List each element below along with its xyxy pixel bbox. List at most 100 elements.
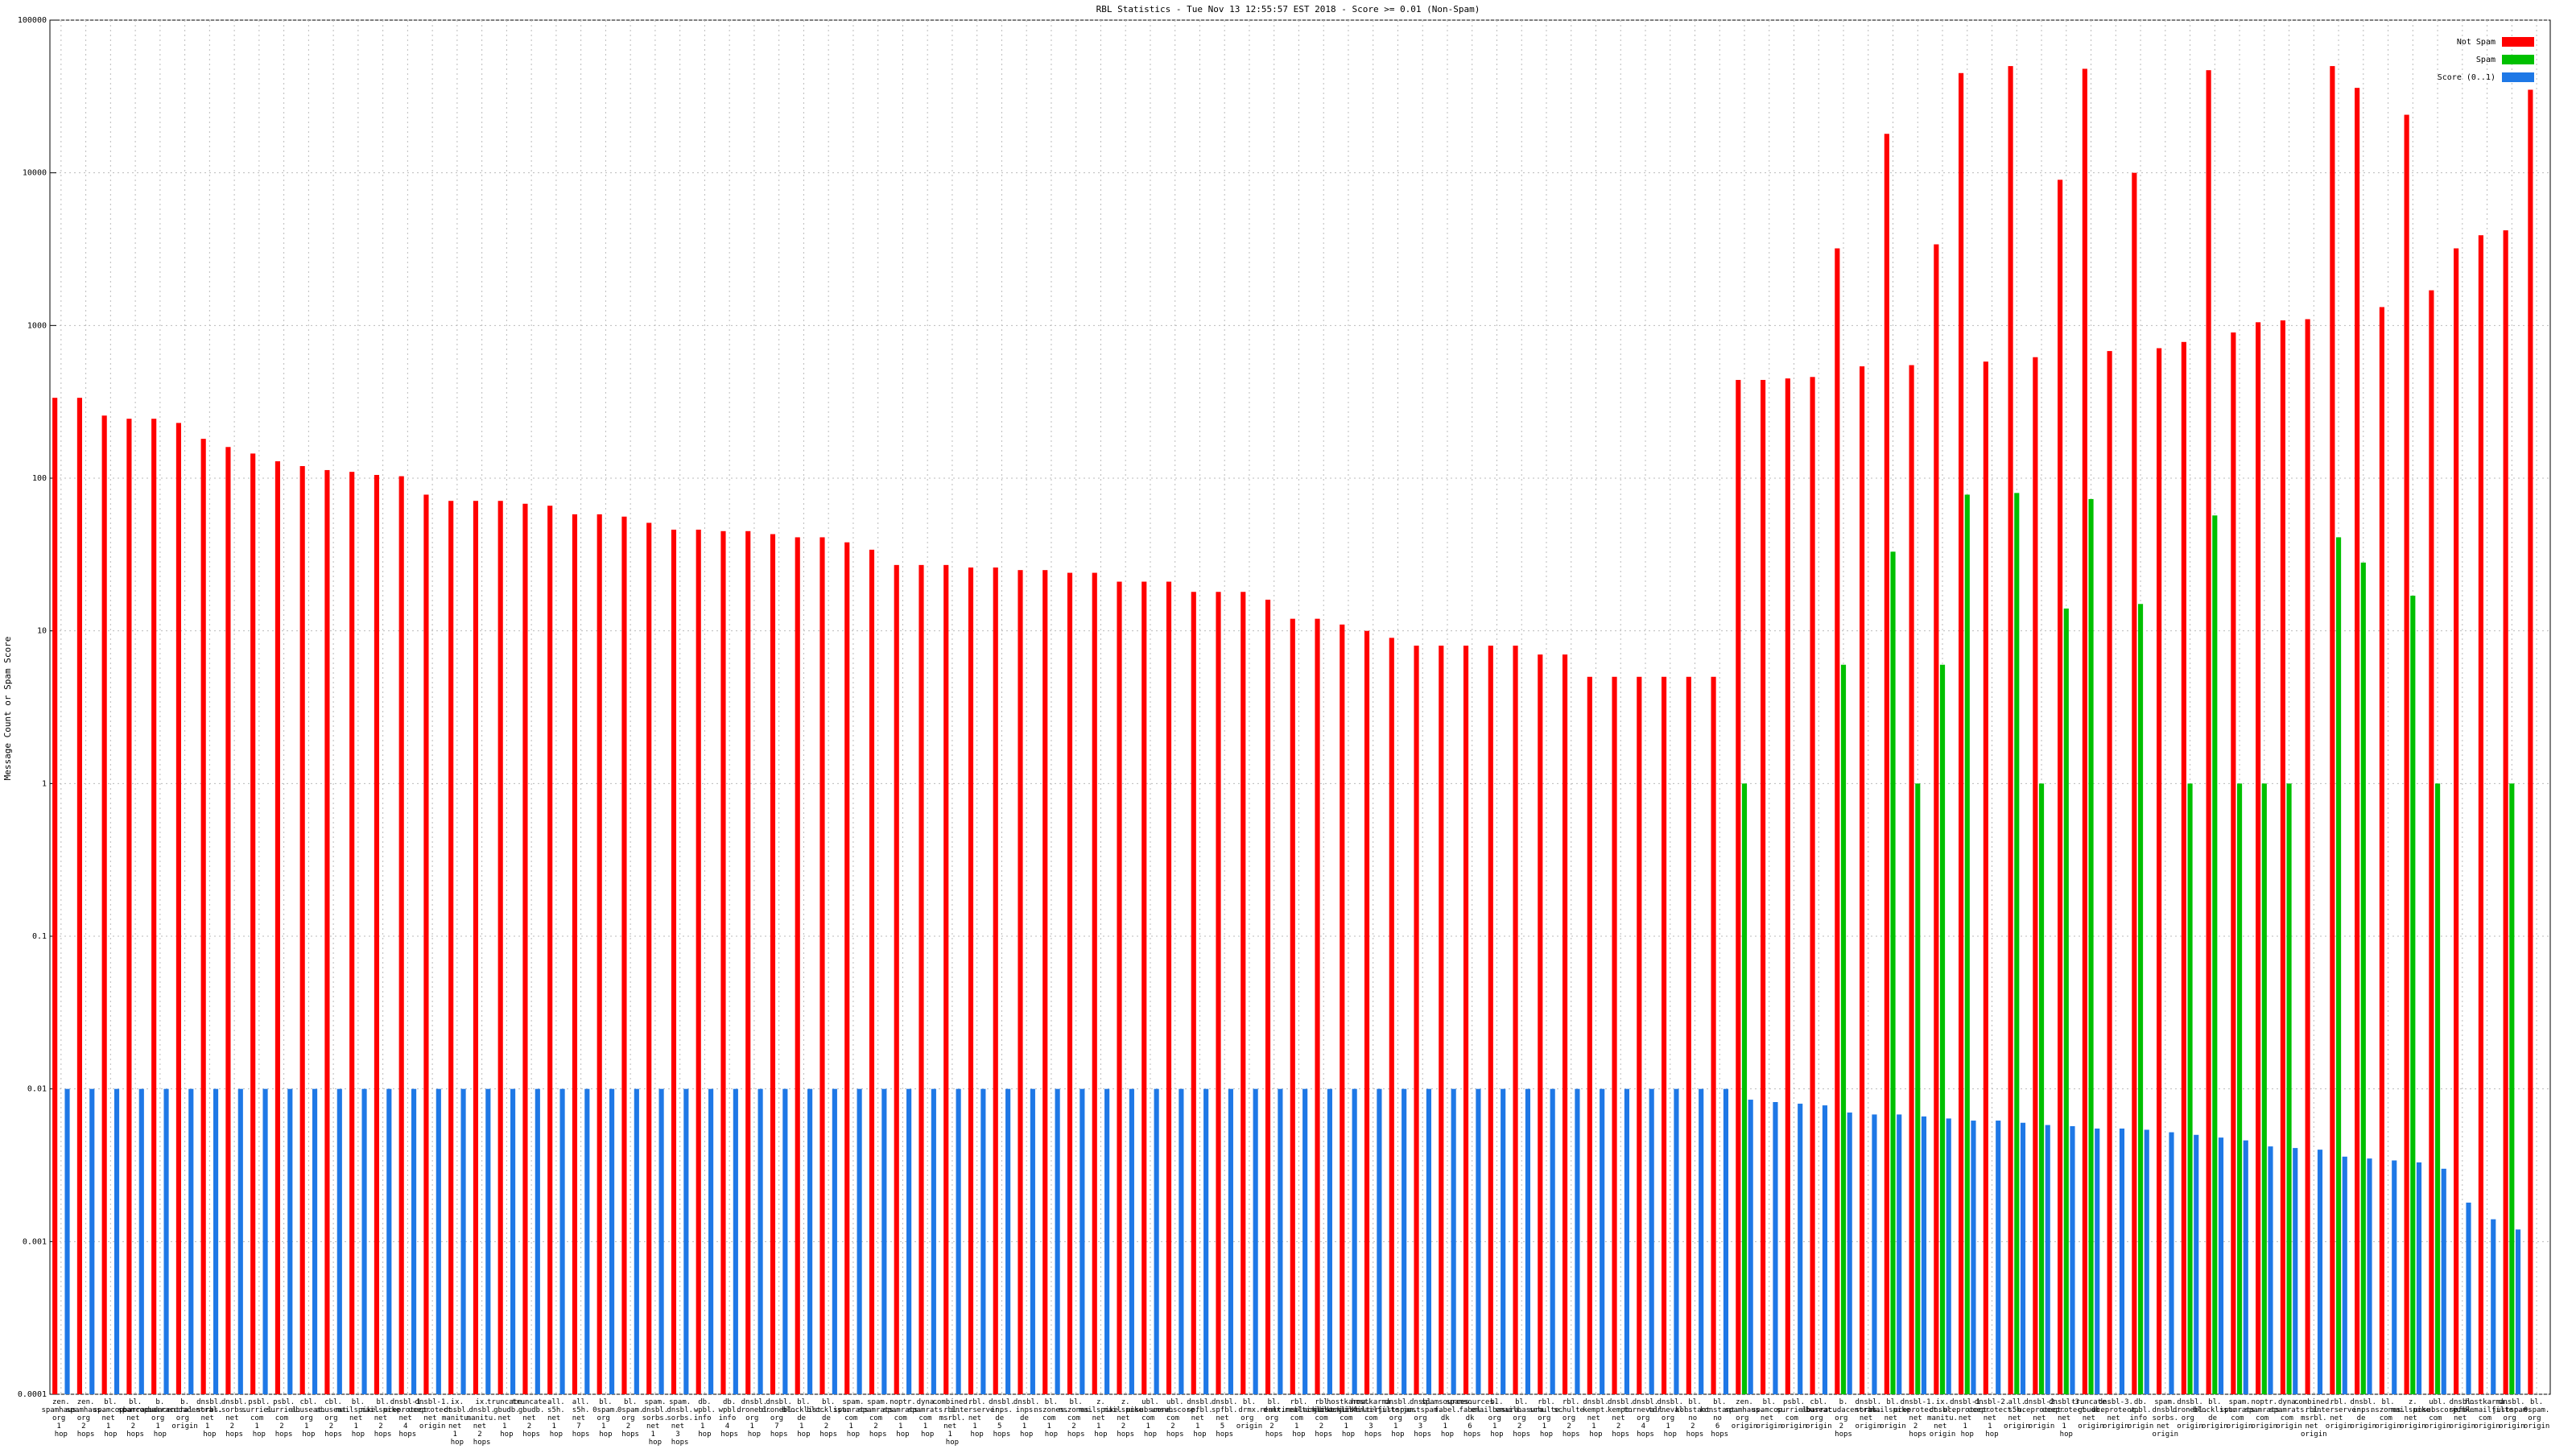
x-tick-label: dnsbl-1. uceprotect. net 4 hops xyxy=(384,1398,432,1439)
bar xyxy=(1612,676,1617,1394)
y-tick-label: 100000 xyxy=(18,16,47,25)
y-tick-label: 0.1 xyxy=(32,932,47,941)
bar xyxy=(1959,72,1964,1394)
bar xyxy=(857,1088,862,1394)
bar xyxy=(1290,618,1295,1394)
bar xyxy=(1741,783,1748,1394)
bar xyxy=(2268,1146,2273,1394)
bar xyxy=(1983,361,1988,1395)
bar xyxy=(2429,290,2434,1394)
bar xyxy=(1166,581,1172,1394)
x-tick-label: spam. dnsbl. sorbs. net 3 hops xyxy=(667,1398,693,1447)
bar xyxy=(2435,783,2441,1394)
y-tick-label: 10 xyxy=(37,627,47,636)
bar xyxy=(1575,1088,1580,1394)
bar xyxy=(2008,66,2013,1395)
bar xyxy=(819,537,825,1394)
bar xyxy=(535,1088,540,1394)
bar xyxy=(299,465,305,1394)
bar xyxy=(2137,604,2144,1394)
bar xyxy=(2181,341,2186,1395)
bar xyxy=(881,1088,887,1394)
bar xyxy=(2058,180,2063,1394)
bar xyxy=(213,1088,219,1394)
x-tick-label: noptr. spamrats. com 1 hop xyxy=(883,1398,923,1439)
bar xyxy=(1513,646,1518,1394)
x-tick-label: zen. spamhaus. org 2 hops xyxy=(66,1398,105,1439)
bar xyxy=(1840,664,1847,1394)
x-tick-label: dnsbl. justspam. org origin xyxy=(2492,1398,2532,1430)
bar xyxy=(844,542,850,1394)
x-tick-label: zen. spamhaus. org 1 hop xyxy=(41,1398,80,1439)
bar xyxy=(1129,1088,1134,1394)
bar xyxy=(114,1088,120,1394)
bar xyxy=(1055,1088,1060,1394)
legend-label: Not Spam xyxy=(2457,38,2496,47)
x-tick-label: bl. emailbasura. org 1 hop xyxy=(1471,1398,1523,1439)
bar xyxy=(1760,379,1766,1394)
legend-label: Spam xyxy=(2476,56,2496,64)
bar xyxy=(361,1088,367,1394)
bar xyxy=(1364,630,1370,1394)
x-tick-label: spam. spamrats. com 1 hop xyxy=(834,1398,873,1439)
bar xyxy=(1265,599,1271,1394)
bar xyxy=(2020,1122,2026,1394)
bar xyxy=(2503,230,2508,1394)
bar xyxy=(138,1088,144,1394)
bar xyxy=(1426,1088,1431,1394)
x-tick-label: dnsbl. dronebl. org origin xyxy=(2173,1398,2207,1430)
bar xyxy=(2070,1125,2075,1394)
bar xyxy=(1067,572,1073,1394)
bar xyxy=(1302,1088,1308,1394)
x-tick-label: dnsbl. inps. de 1 hop xyxy=(1013,1398,1040,1439)
x-tick-label: dnsbl-2. uceprotect. net origin xyxy=(2017,1398,2066,1430)
bar xyxy=(349,472,355,1394)
bar xyxy=(2293,1148,2298,1394)
bar xyxy=(2218,1137,2224,1394)
bar xyxy=(1488,646,1493,1394)
x-tick-label: rbl. schulte. org 1 hop xyxy=(1529,1398,1563,1439)
bar xyxy=(2212,515,2218,1394)
bar xyxy=(398,476,404,1394)
bar xyxy=(2515,1229,2521,1394)
x-tick-label: noptr. spamrats. com origin xyxy=(2244,1398,2284,1430)
bar xyxy=(101,415,107,1395)
bar xyxy=(1377,1088,1382,1394)
x-tick-label: bl. spamcop. net origin xyxy=(1752,1398,1786,1430)
bar xyxy=(485,1088,491,1394)
x-tick-label: dnsbl-1. uceprotect. net 1 hop xyxy=(1943,1398,1992,1439)
x-tick-label: psbl. surriel. com 1 hop xyxy=(242,1398,276,1439)
bar xyxy=(473,501,479,1394)
bar xyxy=(1092,572,1097,1394)
bar xyxy=(1562,654,1568,1394)
plot-frame xyxy=(49,19,2551,1395)
x-tick-label: truncate. gbudb. net origin xyxy=(2071,1398,2111,1430)
bar xyxy=(559,1088,565,1394)
bar xyxy=(1476,1088,1481,1394)
bar xyxy=(1773,1102,1778,1394)
x-tick-label: dnsbl-1. uceprotect. net origin xyxy=(408,1398,456,1430)
bar xyxy=(807,1088,813,1394)
x-tick-label: rbl. schulte. org 2 hops xyxy=(1554,1398,1588,1439)
x-tick-label: rbl. interserver. net origin xyxy=(2313,1398,2365,1430)
x-tick-label: dnsbl. dronebl. org 7 hops xyxy=(762,1398,796,1439)
bar xyxy=(832,1088,837,1394)
y-tick-label: 0.001 xyxy=(23,1237,47,1246)
x-tick-label: rbl. realtimeblacklist. com 1 hop xyxy=(1260,1398,1339,1439)
x-tick-label: bl. 0spam. org origin xyxy=(2524,1398,2550,1430)
y-tick-label: 1 xyxy=(42,779,47,788)
bar xyxy=(2280,320,2285,1395)
bar xyxy=(460,1088,466,1394)
x-tick-label: dnsbl. dronebl. org 1 hop xyxy=(737,1398,771,1439)
bar xyxy=(2169,1132,2174,1394)
bar xyxy=(2243,1140,2248,1394)
bar xyxy=(993,567,998,1394)
x-tick-label: dnsbl. tornevall. org 1 hop xyxy=(1649,1398,1692,1439)
y-tick-label: 0.01 xyxy=(27,1085,47,1094)
bar xyxy=(522,503,528,1394)
x-tick-label: dnsbl. spfbl. net 1 hop xyxy=(1187,1398,1213,1439)
x-tick-label: spam. spamrats. com 2 hops xyxy=(858,1398,898,1439)
y-tick-label: 0.0001 xyxy=(18,1390,47,1399)
bar xyxy=(497,501,503,1394)
